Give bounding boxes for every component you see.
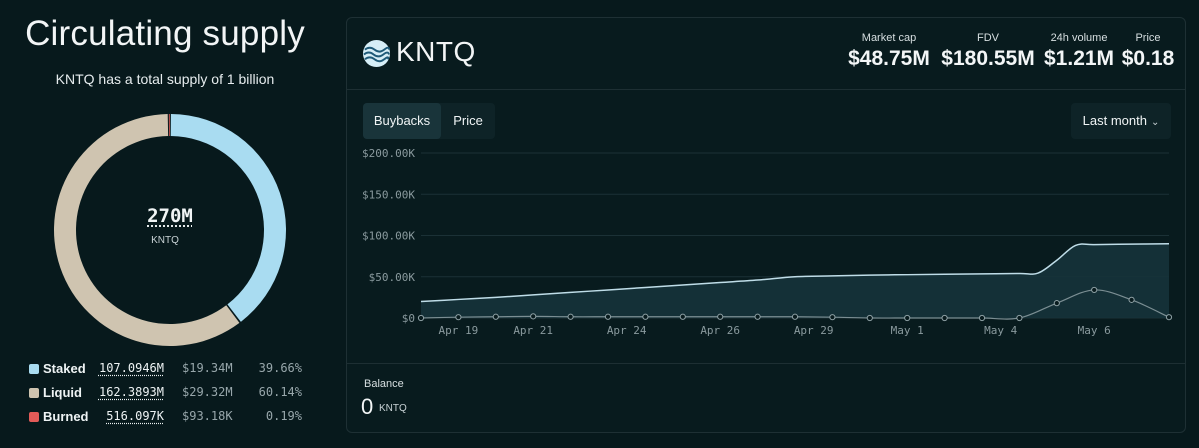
daily-buyback-point[interactable] bbox=[829, 314, 836, 321]
x-tick-label: Apr 19 bbox=[439, 324, 479, 337]
x-tick-label: Apr 24 bbox=[607, 324, 647, 337]
supply-donut-chart[interactable] bbox=[52, 112, 288, 348]
daily-buyback-point[interactable] bbox=[1016, 314, 1023, 322]
stat-value: $0.18 bbox=[1121, 47, 1175, 70]
legend-usd: $19.34M bbox=[182, 361, 233, 375]
daily-buyback-point[interactable] bbox=[455, 314, 462, 321]
time-range-label: Last month bbox=[1082, 113, 1147, 128]
y-tick-label: $100.00K bbox=[362, 230, 415, 243]
daily-buyback-point[interactable] bbox=[417, 314, 425, 322]
legend-usd: $93.18K bbox=[182, 409, 233, 423]
legend-percent: 0.19% bbox=[265, 409, 302, 423]
stat-value: $180.55M bbox=[941, 47, 1035, 70]
kntq-wave-logo-icon bbox=[362, 39, 391, 68]
x-tick-label: May 6 bbox=[1078, 324, 1111, 337]
circulating-supply-section: Circulating supply KNTQ has a total supp… bbox=[0, 0, 330, 448]
chart-tabs: Buybacks Price bbox=[363, 103, 495, 139]
stat-fdv: FDV $180.55M bbox=[940, 32, 1036, 71]
y-tick-label: $0 bbox=[402, 312, 415, 325]
x-tick-label: May 4 bbox=[984, 324, 1017, 337]
y-tick-label: $200.00K bbox=[362, 147, 415, 160]
circulating-unit: KNTQ bbox=[151, 235, 179, 246]
daily-buyback-point[interactable] bbox=[1128, 296, 1135, 303]
daily-buyback-point[interactable] bbox=[530, 313, 537, 320]
legend-row-liquid: Liquid 162.3893M $29.32M 60.14% bbox=[27, 384, 317, 408]
tab-price[interactable]: Price bbox=[453, 113, 483, 128]
stat-value: $1.21M bbox=[1044, 47, 1115, 70]
legend-amount[interactable]: 516.097K bbox=[106, 409, 164, 423]
daily-buyback-point[interactable] bbox=[941, 314, 948, 322]
circulating-total[interactable]: 270M bbox=[147, 205, 193, 227]
daily-buyback-point[interactable] bbox=[1053, 300, 1060, 307]
balance-value: 0 bbox=[361, 394, 374, 419]
stat-label: FDV bbox=[977, 32, 999, 44]
stat-label: Market cap bbox=[861, 32, 917, 44]
daily-buyback-point[interactable] bbox=[791, 313, 799, 320]
legend-label: Liquid bbox=[43, 385, 82, 400]
legend-percent: 39.66% bbox=[258, 361, 302, 375]
donut-slice-burned[interactable] bbox=[168, 114, 170, 137]
stat-24h-volume: 24h volume $1.21M bbox=[1044, 32, 1114, 71]
legend-usd: $29.32M bbox=[182, 385, 233, 399]
daily-buyback-point[interactable] bbox=[1091, 286, 1098, 294]
stat-value: $48.75M bbox=[848, 47, 930, 70]
daily-buyback-point[interactable] bbox=[492, 313, 499, 320]
daily-buyback-point[interactable] bbox=[866, 314, 873, 322]
daily-buyback-point[interactable] bbox=[978, 314, 986, 322]
daily-buyback-point[interactable] bbox=[717, 313, 724, 320]
staked-swatch bbox=[29, 364, 39, 374]
legend-row-staked: Staked 107.0946M $19.34M 39.66% bbox=[27, 360, 317, 384]
stat-price: Price $0.18 bbox=[1120, 32, 1176, 71]
cumulative-buybacks-line bbox=[420, 243, 1170, 303]
daily-buyback-point[interactable] bbox=[1165, 314, 1173, 321]
cumulative-buybacks-area bbox=[421, 243, 1169, 318]
legend-amount[interactable]: 162.3893M bbox=[98, 385, 164, 399]
stat-label: Price bbox=[1135, 32, 1161, 44]
section-title: Circulating supply bbox=[25, 14, 305, 53]
token-header: KNTQ Market cap $48.75M FDV $180.55M 24h… bbox=[347, 18, 1185, 90]
stat-label: 24h volume bbox=[1050, 32, 1108, 44]
stat-market-cap: Market cap $48.75M bbox=[844, 32, 934, 71]
y-tick-label: $150.00K bbox=[362, 188, 415, 201]
legend-percent: 60.14% bbox=[258, 385, 302, 399]
x-tick-label: Apr 21 bbox=[513, 324, 553, 337]
y-tick-label: $50.00K bbox=[369, 271, 416, 284]
balance-label: Balance bbox=[364, 378, 404, 390]
legend-label: Burned bbox=[43, 409, 89, 424]
daily-buyback-point[interactable] bbox=[567, 313, 574, 320]
daily-buyback-point[interactable] bbox=[642, 313, 649, 320]
token-panel: KNTQ Market cap $48.75M FDV $180.55M 24h… bbox=[346, 17, 1186, 433]
daily-buyback-point[interactable] bbox=[754, 313, 761, 320]
burned-swatch bbox=[29, 412, 39, 422]
balance-section: Balance 0 KNTQ bbox=[347, 363, 1185, 434]
liquid-swatch bbox=[29, 388, 39, 398]
tab-buybacks[interactable]: Buybacks bbox=[363, 103, 441, 139]
donut-slice-liquid[interactable] bbox=[54, 114, 240, 346]
x-tick-label: Apr 26 bbox=[700, 324, 740, 337]
daily-buyback-point[interactable] bbox=[904, 314, 911, 322]
supply-subtitle: KNTQ has a total supply of 1 billion bbox=[55, 71, 275, 87]
buybacks-chart[interactable]: $0 $50.00K $100.00K $150.00K $200.00K Apr 19 A… bbox=[347, 143, 1185, 358]
x-tick-label: Apr 29 bbox=[794, 324, 834, 337]
time-range-select[interactable]: Last month ⌄ bbox=[1071, 103, 1171, 139]
balance-unit: KNTQ bbox=[379, 403, 407, 414]
donut-slice-staked[interactable] bbox=[170, 114, 286, 322]
chevron-down-icon: ⌄ bbox=[1150, 117, 1160, 128]
daily-buyback-point[interactable] bbox=[679, 313, 686, 320]
x-tick-label: May 1 bbox=[891, 324, 924, 337]
legend-row-burned: Burned 516.097K $93.18K 0.19% bbox=[27, 408, 317, 432]
supply-legend: Staked 107.0946M $19.34M 39.66% Liquid 1… bbox=[27, 360, 317, 432]
token-ticker: KNTQ bbox=[396, 36, 476, 67]
daily-buyback-point[interactable] bbox=[604, 313, 612, 320]
legend-amount[interactable]: 107.0946M bbox=[98, 361, 164, 375]
legend-label: Staked bbox=[43, 361, 86, 376]
